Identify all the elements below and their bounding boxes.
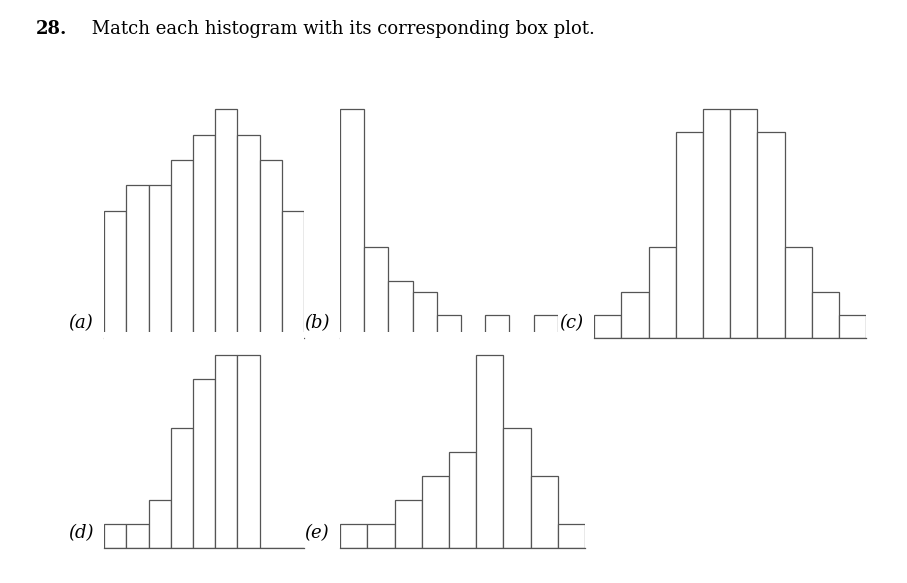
Bar [533, 315, 558, 338]
Bar [193, 380, 215, 548]
Bar [449, 452, 476, 548]
Bar [594, 315, 621, 338]
Bar [365, 247, 388, 338]
Bar [215, 356, 238, 548]
Text: (d): (d) [68, 524, 93, 542]
Bar [476, 356, 503, 548]
Bar [649, 247, 676, 338]
Bar [215, 109, 238, 338]
Text: (a): (a) [69, 314, 93, 332]
Bar [259, 160, 282, 338]
Bar [785, 247, 812, 338]
Bar [621, 292, 649, 338]
Bar [238, 135, 259, 338]
Bar [413, 292, 437, 338]
Text: (b): (b) [304, 314, 329, 332]
Text: (c): (c) [559, 314, 583, 332]
Bar [149, 500, 171, 548]
Bar [238, 356, 259, 548]
Bar [171, 428, 193, 548]
Bar [367, 524, 395, 548]
Bar [839, 315, 866, 338]
Bar [812, 292, 839, 338]
Bar [730, 109, 757, 338]
Bar [126, 524, 149, 548]
Bar [703, 109, 730, 338]
Bar [149, 185, 171, 338]
Bar [340, 109, 365, 338]
Bar [422, 476, 449, 548]
Bar [676, 132, 703, 338]
Bar [104, 524, 126, 548]
Bar [282, 211, 304, 338]
Bar [126, 185, 149, 338]
Bar [104, 211, 126, 338]
Bar [388, 281, 413, 338]
Bar [757, 132, 785, 338]
Bar [395, 500, 422, 548]
Bar [531, 476, 558, 548]
Text: (e): (e) [305, 524, 329, 542]
Bar [503, 428, 531, 548]
Bar [558, 524, 585, 548]
Bar [437, 315, 461, 338]
Text: 28.: 28. [36, 20, 68, 38]
Text: Match each histogram with its corresponding box plot.: Match each histogram with its correspond… [86, 20, 595, 38]
Bar [485, 315, 510, 338]
Bar [340, 524, 367, 548]
Bar [193, 135, 215, 338]
Bar [171, 160, 193, 338]
